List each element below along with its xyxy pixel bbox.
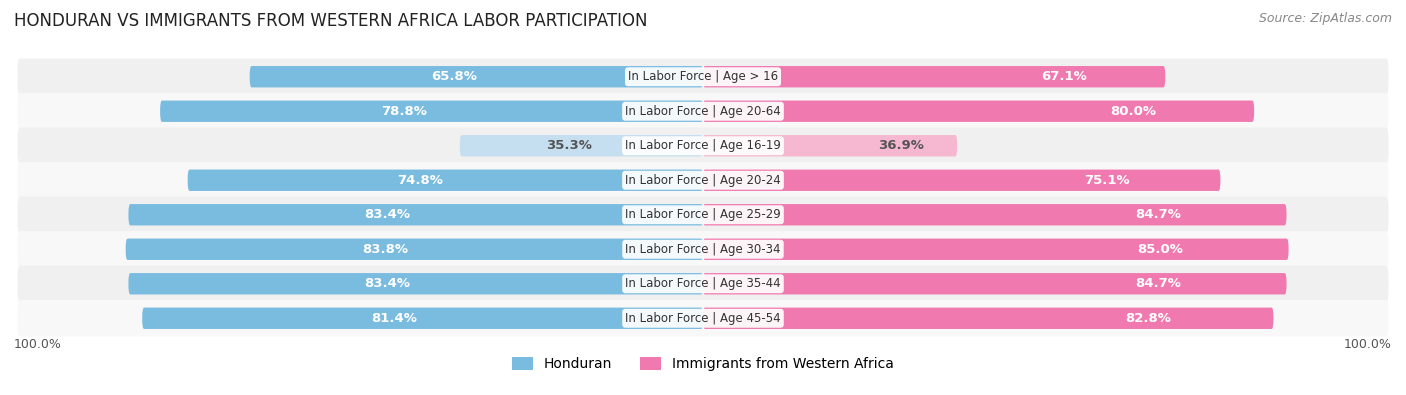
Text: In Labor Force | Age 20-64: In Labor Force | Age 20-64	[626, 105, 780, 118]
Text: 36.9%: 36.9%	[879, 139, 924, 152]
Text: In Labor Force | Age 25-29: In Labor Force | Age 25-29	[626, 208, 780, 221]
FancyBboxPatch shape	[703, 204, 1286, 226]
Text: In Labor Force | Age 20-24: In Labor Force | Age 20-24	[626, 174, 780, 187]
FancyBboxPatch shape	[17, 128, 1389, 164]
FancyBboxPatch shape	[17, 231, 1389, 267]
Text: 85.0%: 85.0%	[1137, 243, 1182, 256]
Text: 75.1%: 75.1%	[1084, 174, 1129, 187]
Text: In Labor Force | Age 35-44: In Labor Force | Age 35-44	[626, 277, 780, 290]
FancyBboxPatch shape	[125, 239, 703, 260]
FancyBboxPatch shape	[703, 308, 1274, 329]
FancyBboxPatch shape	[142, 308, 703, 329]
FancyBboxPatch shape	[17, 300, 1389, 337]
Text: 67.1%: 67.1%	[1040, 70, 1087, 83]
Text: In Labor Force | Age 16-19: In Labor Force | Age 16-19	[626, 139, 780, 152]
FancyBboxPatch shape	[703, 273, 1286, 294]
FancyBboxPatch shape	[460, 135, 703, 156]
FancyBboxPatch shape	[250, 66, 703, 87]
Text: 84.7%: 84.7%	[1135, 277, 1181, 290]
Text: 83.4%: 83.4%	[364, 208, 411, 221]
FancyBboxPatch shape	[703, 239, 1289, 260]
Legend: Honduran, Immigrants from Western Africa: Honduran, Immigrants from Western Africa	[506, 352, 900, 377]
Text: 83.4%: 83.4%	[364, 277, 411, 290]
FancyBboxPatch shape	[17, 58, 1389, 95]
Text: 80.0%: 80.0%	[1109, 105, 1156, 118]
Text: 65.8%: 65.8%	[430, 70, 477, 83]
Text: 100.0%: 100.0%	[1344, 338, 1392, 351]
Text: Source: ZipAtlas.com: Source: ZipAtlas.com	[1258, 12, 1392, 25]
Text: 81.4%: 81.4%	[371, 312, 418, 325]
Text: 35.3%: 35.3%	[547, 139, 592, 152]
FancyBboxPatch shape	[17, 162, 1389, 198]
Text: 84.7%: 84.7%	[1135, 208, 1181, 221]
Text: 82.8%: 82.8%	[1125, 312, 1171, 325]
FancyBboxPatch shape	[703, 101, 1254, 122]
FancyBboxPatch shape	[703, 135, 957, 156]
FancyBboxPatch shape	[128, 273, 703, 294]
FancyBboxPatch shape	[17, 197, 1389, 233]
FancyBboxPatch shape	[187, 169, 703, 191]
Text: 78.8%: 78.8%	[381, 105, 427, 118]
Text: 100.0%: 100.0%	[14, 338, 62, 351]
FancyBboxPatch shape	[703, 66, 1166, 87]
Text: In Labor Force | Age 45-54: In Labor Force | Age 45-54	[626, 312, 780, 325]
FancyBboxPatch shape	[17, 93, 1389, 130]
Text: HONDURAN VS IMMIGRANTS FROM WESTERN AFRICA LABOR PARTICIPATION: HONDURAN VS IMMIGRANTS FROM WESTERN AFRI…	[14, 12, 648, 30]
FancyBboxPatch shape	[160, 101, 703, 122]
FancyBboxPatch shape	[17, 265, 1389, 302]
FancyBboxPatch shape	[703, 169, 1220, 191]
Text: In Labor Force | Age 30-34: In Labor Force | Age 30-34	[626, 243, 780, 256]
Text: 74.8%: 74.8%	[396, 174, 443, 187]
FancyBboxPatch shape	[128, 204, 703, 226]
Text: In Labor Force | Age > 16: In Labor Force | Age > 16	[628, 70, 778, 83]
Text: 83.8%: 83.8%	[363, 243, 409, 256]
